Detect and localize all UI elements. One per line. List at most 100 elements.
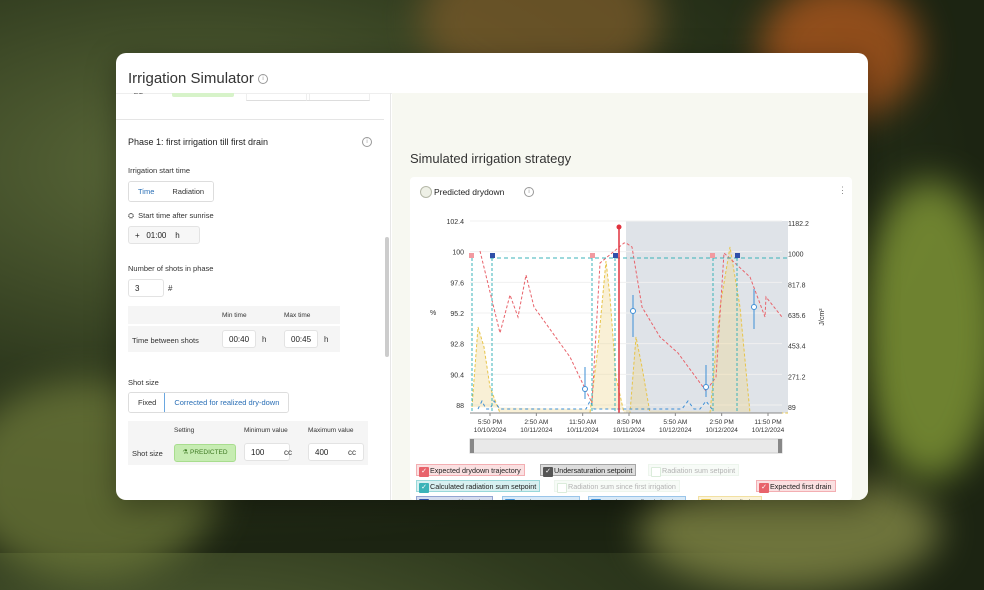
legend-checkbox-icon[interactable]: ✓ xyxy=(419,467,429,477)
shot-min-unit: cc xyxy=(284,448,292,457)
legend-item[interactable]: ✓Drydown at first irrigation xyxy=(588,496,686,500)
shot-col-max: Maximum value xyxy=(308,427,354,434)
shots-input[interactable]: 3 xyxy=(128,279,164,297)
start-time-option-radiation[interactable]: Radiation xyxy=(163,182,214,201)
drydown-icon xyxy=(420,186,432,198)
first-irrigation-marker xyxy=(616,224,622,230)
legend-checkbox-icon[interactable]: ✓ xyxy=(419,499,429,500)
chart-grid xyxy=(470,220,782,406)
legend-item[interactable]: ✓ Expected first drain xyxy=(756,480,836,493)
chart-series xyxy=(469,224,788,414)
info-icon[interactable]: i xyxy=(524,187,534,197)
legend-item[interactable]: ✓ Calculated radiation sum setpoint xyxy=(416,480,541,493)
between-min-input[interactable]: 00:40 xyxy=(222,330,256,348)
shot-size-option-corrected[interactable]: Corrected for realized dry-down xyxy=(164,393,289,412)
legend-checkbox-icon[interactable]: ✓ xyxy=(543,467,553,477)
window-header: Irrigation Simulator i xyxy=(116,53,868,94)
info-icon[interactable]: i xyxy=(258,74,269,85)
legend-checkbox-icon[interactable]: ✓ xyxy=(759,483,769,493)
shot-row-label: Shot size xyxy=(132,449,163,458)
legend-label: Drydown at first irrigation xyxy=(602,498,682,500)
shot-max-input[interactable]: 400 xyxy=(308,443,364,461)
x-axis-tick-date: 10/12/2024 xyxy=(752,427,785,434)
drydown-card: Predicted drydown i ⋮ xyxy=(410,177,852,500)
drydown-at-sunset-series xyxy=(477,399,713,410)
legend-item[interactable]: ✓ Undersaturation setpoint xyxy=(540,464,637,477)
legend-checkbox-icon[interactable]: ✓ xyxy=(505,499,515,500)
night-shading xyxy=(626,221,788,413)
settings-panel: ZC Phase 1: first irrigation till first … xyxy=(116,93,391,500)
previous-phase-min-field[interactable] xyxy=(246,93,310,101)
phase-divider xyxy=(116,119,384,120)
drydown-at-first-irrigation-point xyxy=(630,308,636,314)
previous-phase-max-field[interactable] xyxy=(306,93,370,101)
sunrise-unit: h xyxy=(175,231,180,240)
between-col-min: Min time xyxy=(222,312,247,319)
legend-label: Expected first drain xyxy=(770,482,832,491)
drydown-at-first-irrigation-point xyxy=(751,304,757,310)
range-navigator[interactable] xyxy=(469,438,783,454)
x-axis-tick-date: 10/10/2024 xyxy=(474,427,507,434)
left-axis-tick-label: 88 xyxy=(456,403,464,410)
x-axis-tick-time: 8:50 PM xyxy=(617,419,641,426)
phase-title: Phase 1: first irrigation till first dra… xyxy=(128,137,269,147)
shot-size-option-fixed[interactable]: Fixed xyxy=(129,393,166,412)
legend-checkbox-icon[interactable] xyxy=(557,483,567,493)
settings-scrollbar[interactable] xyxy=(385,237,389,357)
legend-item[interactable]: ✓Drydown at sunset xyxy=(502,496,580,500)
legend-item[interactable]: Radiation sum since first irrigation xyxy=(554,480,680,493)
legend-checkbox-icon[interactable] xyxy=(651,467,661,477)
expected-first-drain-marker xyxy=(590,253,595,258)
right-axis-tick-label: 89 xyxy=(788,405,796,412)
window-title: Irrigation Simulator i xyxy=(128,70,269,87)
start-time-option-time[interactable]: Time xyxy=(129,182,165,201)
sunrise-offset-field[interactable]: + 01:00 h xyxy=(128,226,200,244)
right-axis-tick-label: 817.8 xyxy=(788,282,806,289)
drydown-at-sunset-point xyxy=(582,386,588,392)
predicted-badge[interactable]: ⚗ PREDICTED xyxy=(174,444,236,462)
shot-max-unit: cc xyxy=(348,448,356,457)
shot-min-input[interactable]: 100 xyxy=(244,443,290,461)
simulator-window: Irrigation Simulator i ZC Phase 1: first… xyxy=(116,53,868,500)
legend-item[interactable]: ✓Solar radiation xyxy=(698,496,763,500)
right-axis-tick-label: 453.4 xyxy=(788,344,806,351)
range-navigator-handle-right[interactable] xyxy=(778,439,782,453)
legend-label: Expected last shot xyxy=(430,498,489,500)
between-max-input[interactable]: 00:45 xyxy=(284,330,318,348)
legend-item[interactable]: Radiation sum setpoint xyxy=(648,464,740,477)
x-axis-tick-date: 10/11/2024 xyxy=(567,427,599,434)
x-axis-tick-date: 10/12/2024 xyxy=(705,427,738,434)
legend-item[interactable]: ✓Expected last shot xyxy=(416,496,493,500)
legend-checkbox-icon[interactable]: ✓ xyxy=(591,499,601,500)
info-icon[interactable]: i xyxy=(362,137,372,147)
between-max-unit: h xyxy=(324,335,329,344)
background-leaf xyxy=(860,180,984,480)
range-navigator-handle-left[interactable] xyxy=(470,439,474,453)
legend-checkbox-icon[interactable]: ✓ xyxy=(701,499,711,500)
right-axis-tick-label: 635.6 xyxy=(788,313,806,320)
legend-checkbox-icon[interactable]: ✓ xyxy=(419,483,429,493)
legend-label: Expected drydown trajectory xyxy=(430,466,521,475)
x-axis-tick-time: 5:50 PM xyxy=(478,419,502,426)
left-axis-tick-label: 92.8 xyxy=(450,342,464,349)
sunrise-value: 01:00 xyxy=(146,231,167,240)
expected-last-shot-marker xyxy=(735,253,740,258)
card-title: Predicted drydown xyxy=(434,187,505,197)
x-axis-tick-date: 10/12/2024 xyxy=(659,427,692,434)
x-axis-tick-time: 2:50 PM xyxy=(710,419,734,426)
right-axis-tick-label: 1000 xyxy=(788,252,804,259)
between-row-label: Time between shots xyxy=(132,336,199,345)
previous-phase-row: ZC xyxy=(116,93,390,103)
left-axis-tick-label: 97.6 xyxy=(450,280,464,287)
previous-phase-label: ZC xyxy=(134,93,143,96)
legend-label: Calculated radiation sum setpoint xyxy=(430,482,537,491)
chart-panel-title: Simulated irrigation strategy xyxy=(410,151,572,166)
x-axis-tick-time: 11:50 AM xyxy=(569,419,596,426)
more-options-icon[interactable]: ⋮ xyxy=(838,185,847,195)
legend-label: Radiation sum since first irrigation xyxy=(568,482,676,491)
drydown-at-sunset-point xyxy=(703,384,709,390)
legend-item[interactable]: ✓ Expected drydown trajectory xyxy=(416,464,525,477)
right-axis-tick-label: 271.2 xyxy=(788,374,806,381)
x-axis-tick-date: 10/11/2024 xyxy=(520,427,552,434)
previous-phase-badge xyxy=(172,93,234,97)
